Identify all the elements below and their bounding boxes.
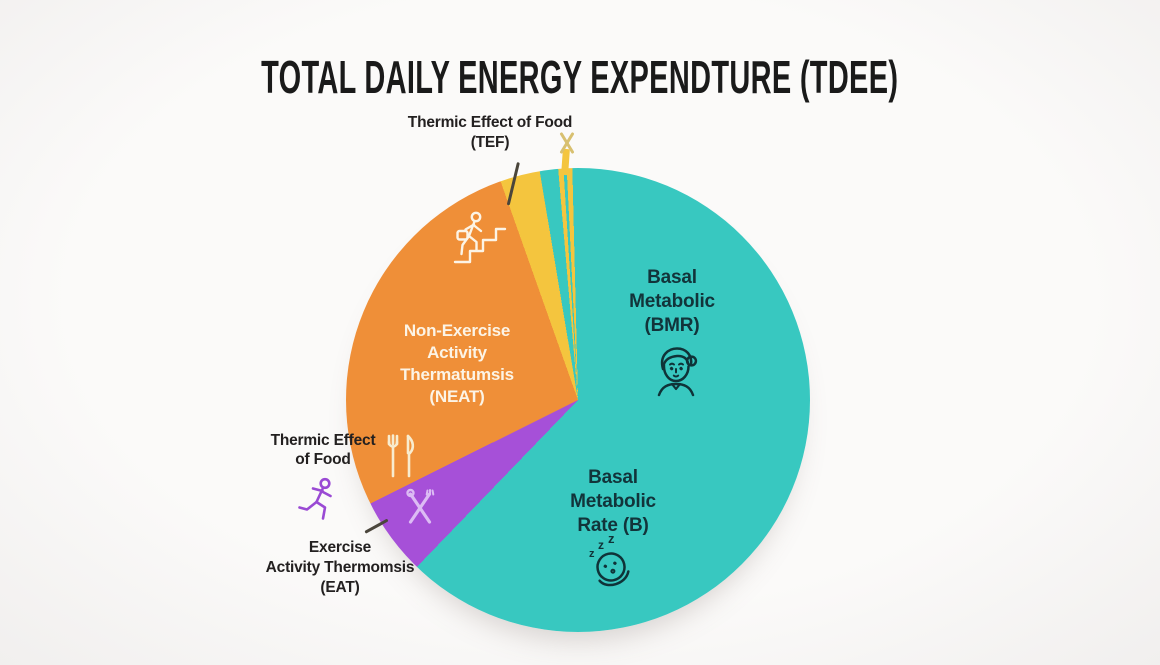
crossed-utensils-lavender-icon	[398, 486, 442, 530]
label-bmr-rate-line3: Rate (B)	[577, 515, 649, 536]
label-tef-top-line2: (TEF)	[470, 134, 510, 151]
label-eat-line1: Exercise	[308, 539, 372, 556]
label-neat-line3: Thermatumsis	[400, 365, 514, 384]
label-eat: Exercise Activity Thermomsis (EAT)	[230, 538, 450, 598]
woman-face-icon	[650, 343, 702, 399]
label-bmr-rate-line1: Basal	[588, 467, 638, 488]
fork-knife-icon	[380, 432, 420, 480]
label-tef-left-line2: of Food	[295, 451, 351, 468]
label-bmr-rate: Basal Metabolic Rate (B)	[533, 466, 693, 538]
svg-text:z: z	[589, 548, 595, 560]
page-title-text: TOTAL DAILY ENERGY EXPENDTURE (TDEE)	[261, 51, 899, 103]
label-bmr-rate-line2: Metabolic	[570, 491, 656, 512]
label-neat-line2: Activity	[427, 343, 487, 362]
label-eat-line3: (EAT)	[320, 579, 360, 596]
label-bmr-line1: Basal	[647, 267, 697, 288]
label-neat-line1: Non-Exercise	[403, 321, 511, 340]
svg-text:z: z	[598, 538, 604, 552]
label-tef-left: Thermic Effect of Food	[243, 431, 403, 469]
label-bmr-line2: Metabolic	[629, 291, 715, 312]
runner-icon	[294, 476, 342, 526]
crossed-utensils-icon	[554, 130, 580, 156]
page-title: TOTAL DAILY ENERGY EXPENDTURE (TDEE)	[0, 50, 1160, 104]
label-tef-top: Thermic Effect of Food (TEF)	[395, 113, 585, 153]
tdee-pie-chart	[346, 168, 810, 632]
label-neat: Non-Exercise Activity Thermatumsis (NEAT…	[377, 320, 537, 408]
label-bmr: Basal Metabolic (BMR)	[592, 266, 752, 338]
sleeping-face-icon: z z z	[584, 533, 638, 591]
svg-text:z: z	[608, 533, 615, 546]
label-neat-line4: (NEAT)	[429, 387, 485, 406]
label-eat-line2: Activity Thermomsis	[265, 559, 415, 576]
label-tef-top-line1: Thermic Effect of Food	[407, 114, 573, 131]
label-bmr-line3: (BMR)	[644, 315, 700, 336]
stairs-climb-icon	[449, 210, 509, 268]
label-tef-left-line1: Thermic Effect	[270, 432, 376, 449]
